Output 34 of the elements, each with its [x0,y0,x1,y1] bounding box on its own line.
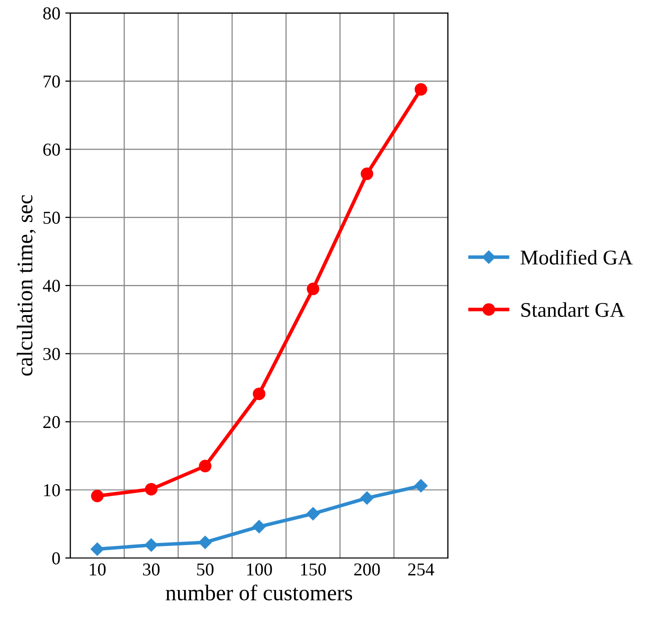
point [414,83,428,96]
point [198,536,212,549]
point [144,538,158,552]
y-tick-label: 70 [44,75,60,88]
point [91,490,104,502]
y-tick-label: 0 [52,552,60,564]
y-tick-label: 10 [44,484,60,496]
y-tick-label: 30 [43,348,60,360]
y-tick-label: 20 [43,416,60,428]
point [414,479,428,492]
legend-label: Standart GA [521,302,625,317]
x-axis-title: number of customers [166,584,352,600]
point [90,542,104,556]
x-tick-label: 50 [197,563,214,576]
x-tick-label: 10 [90,563,106,576]
y-axis-title: calculation time, sec [16,195,36,376]
point [306,507,320,520]
x-tick-label: 100 [247,563,272,576]
x-tick-label: 150 [301,563,326,576]
point [198,460,212,472]
point [252,388,266,400]
point [306,282,320,296]
point [144,482,158,496]
point [360,168,374,180]
y-tick-label: 60 [43,144,60,156]
point [360,491,374,505]
y-tick-label: 50 [44,212,60,224]
x-tick-label: 200 [354,563,380,576]
legend-label: Modified GA [520,250,633,265]
x-tick-label: 30 [143,563,160,576]
y-tick-label: 80 [43,7,60,20]
point [252,520,266,534]
y-tick-label: 40 [42,280,60,292]
x-tick-label: 254 [408,563,434,576]
